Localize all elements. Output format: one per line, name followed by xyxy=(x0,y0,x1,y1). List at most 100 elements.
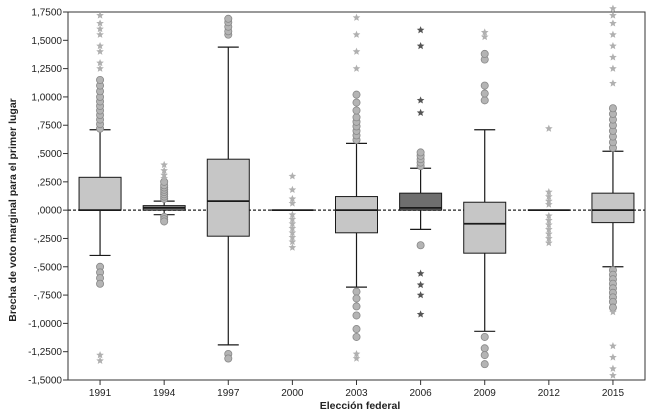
extreme-point xyxy=(288,228,297,237)
outlier-point xyxy=(480,344,489,353)
extreme-point xyxy=(545,220,553,229)
plot-area: 1,7500 1,5000 1,2500 1,0000 ,7500 ,5000 ,2500,… xyxy=(28,4,646,399)
extreme-point xyxy=(416,280,425,289)
extreme-point xyxy=(288,215,297,223)
y-tick-label: 1,5000 xyxy=(31,36,62,47)
extreme-point xyxy=(609,11,617,19)
outlier-point xyxy=(352,287,361,296)
extreme-point xyxy=(545,188,553,196)
extreme-point xyxy=(545,200,553,208)
y-tick-label: ,2500 xyxy=(37,177,62,188)
y-tick-label: 1,7500 xyxy=(31,8,62,19)
y-tick-label: ,7500 xyxy=(37,121,62,132)
extreme-point xyxy=(96,30,104,38)
y-axis-label: Brecha de voto marginal para el primer l… xyxy=(7,98,19,322)
outlier-point xyxy=(480,360,489,369)
box-iqr xyxy=(78,176,122,211)
extreme-point xyxy=(96,64,104,72)
extreme-point xyxy=(609,364,617,372)
extreme-point xyxy=(288,224,297,232)
extreme-point xyxy=(288,194,297,203)
x-tick-label: 1994 xyxy=(153,388,176,399)
extreme-point xyxy=(288,233,297,241)
y-tick-label: -,2500 xyxy=(34,234,63,245)
box-2009: 2009 xyxy=(463,28,507,399)
extreme-point xyxy=(545,229,553,238)
extreme-point xyxy=(609,19,617,27)
extreme-point xyxy=(288,219,297,227)
x-tick-label: 2000 xyxy=(281,388,304,399)
outlier-point xyxy=(480,351,489,360)
extreme-point xyxy=(609,353,617,361)
y-tick-label: -1,2500 xyxy=(28,347,62,358)
outlier-point xyxy=(416,241,425,250)
extreme-point xyxy=(545,216,553,224)
x-tick-label: 2006 xyxy=(409,388,432,399)
extreme-point xyxy=(352,64,361,72)
extreme-point xyxy=(160,171,168,179)
y-tick-label: -,7500 xyxy=(34,291,63,302)
outlier-point xyxy=(480,332,489,341)
x-axis-label: Elección federal xyxy=(320,400,401,412)
extreme-point xyxy=(352,354,361,362)
y-tick-label: -1,0000 xyxy=(28,319,62,330)
extreme-point xyxy=(96,41,104,50)
box-1997: 1997 xyxy=(206,14,250,399)
outlier-point xyxy=(352,332,361,341)
extreme-point xyxy=(480,32,489,41)
extreme-point xyxy=(545,225,553,233)
extreme-point xyxy=(609,64,617,72)
extreme-point xyxy=(609,342,617,350)
box-1994: 1994 xyxy=(142,160,186,399)
extreme-point xyxy=(609,4,617,12)
outlier-point xyxy=(352,294,361,303)
outlier-point xyxy=(160,217,169,226)
extreme-point xyxy=(96,58,104,67)
y-tick-label: ,5000 xyxy=(37,149,62,160)
outlier-point xyxy=(608,104,617,113)
outlier-point xyxy=(96,75,105,84)
outlier-point xyxy=(352,311,361,320)
box-1991: 1991 xyxy=(78,11,122,399)
x-tick-label: 2012 xyxy=(538,388,561,399)
y-tick-label: ,0000 xyxy=(37,206,62,217)
extreme-point xyxy=(96,11,104,19)
extreme-point xyxy=(288,185,297,194)
outlier-point xyxy=(352,302,361,311)
outlier-point xyxy=(416,148,425,157)
box-iqr xyxy=(206,158,250,237)
box-iqr xyxy=(399,192,443,211)
outlier-point xyxy=(352,113,361,122)
extreme-point xyxy=(96,24,104,33)
outlier-point xyxy=(480,49,489,58)
extreme-point xyxy=(416,108,425,117)
y-tick-label: -,5000 xyxy=(34,262,63,273)
box-2003: 2003 xyxy=(335,13,378,399)
extreme-point xyxy=(288,199,297,207)
extreme-point xyxy=(96,351,104,359)
y-tick-label: 1,2500 xyxy=(31,64,62,75)
extreme-point xyxy=(352,30,361,38)
extreme-point xyxy=(160,174,168,182)
extreme-point xyxy=(545,211,553,220)
extreme-point xyxy=(96,19,104,27)
extreme-point xyxy=(160,166,168,174)
box-2015: 2015 xyxy=(591,4,635,399)
outlier-point xyxy=(480,81,489,90)
extreme-point xyxy=(545,124,553,132)
outlier-point xyxy=(224,14,233,23)
outlier-point xyxy=(480,96,489,105)
extreme-point xyxy=(160,160,168,169)
extreme-point xyxy=(416,291,425,299)
y-tick-label: 1,0000 xyxy=(31,92,62,103)
box-iqr xyxy=(591,192,635,224)
extreme-point xyxy=(416,96,425,104)
extreme-point xyxy=(609,79,617,87)
outlier-point xyxy=(352,90,361,99)
extreme-point xyxy=(480,28,489,36)
y-tick-label: -1,5000 xyxy=(28,376,62,387)
extreme-point xyxy=(288,210,297,218)
extreme-point xyxy=(416,269,425,277)
extreme-point xyxy=(609,53,617,61)
